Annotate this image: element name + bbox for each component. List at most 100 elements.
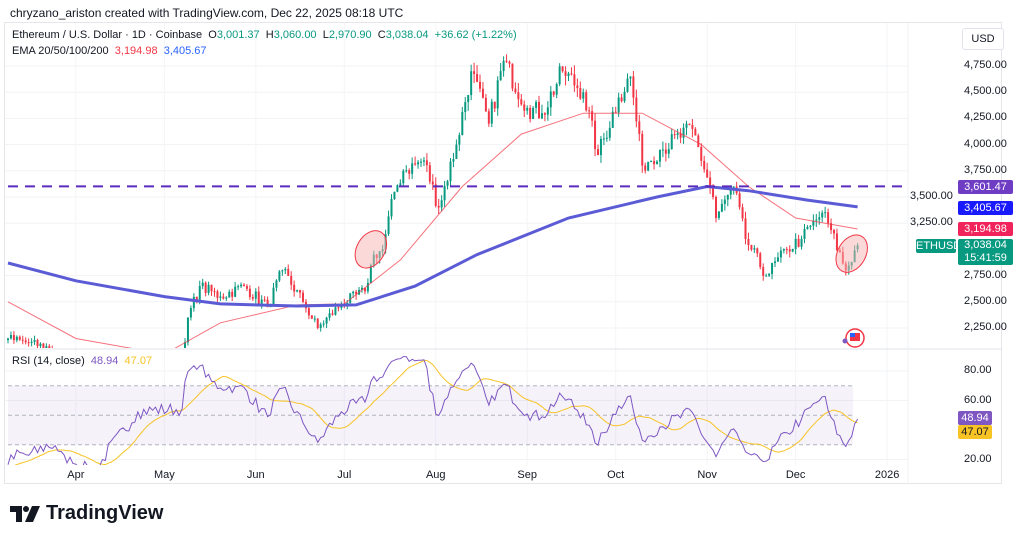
candle-body <box>582 92 585 99</box>
candle-body <box>287 268 290 276</box>
candle-body <box>408 170 411 174</box>
candle-body <box>143 379 145 384</box>
candle-body <box>428 165 431 182</box>
candle-body <box>160 374 162 380</box>
candle-body <box>411 163 414 174</box>
candle-body <box>473 71 476 75</box>
candle-body <box>322 323 325 325</box>
candle-body <box>620 97 623 102</box>
time-tick: May <box>153 469 175 481</box>
candle-body <box>797 238 800 247</box>
candle-body <box>484 97 487 112</box>
candle-body <box>785 249 788 251</box>
candle-body <box>302 292 304 302</box>
candle-body <box>443 185 446 201</box>
candle-body <box>540 113 543 119</box>
price-tick: 4,250.00 <box>964 111 1007 124</box>
candle-body <box>812 220 815 226</box>
candle-body <box>543 113 546 115</box>
candle-body <box>36 340 39 347</box>
candle-body <box>33 340 36 342</box>
candle-body <box>791 248 794 252</box>
candle-body <box>638 121 641 134</box>
candle-body <box>257 291 260 304</box>
candle-body <box>431 181 434 185</box>
candle-body <box>818 217 821 220</box>
candle-body <box>420 161 422 163</box>
candle-body <box>809 225 812 227</box>
candle-body <box>529 107 532 120</box>
candle-body <box>260 299 263 304</box>
candle-body <box>676 133 679 136</box>
candle-body <box>48 346 51 348</box>
candle-body <box>434 184 437 206</box>
candle-body <box>576 85 579 89</box>
candle-body <box>617 97 620 113</box>
candle-body <box>207 284 210 293</box>
candle-body <box>237 286 240 288</box>
candle-body <box>296 290 299 292</box>
candle-body <box>440 200 443 208</box>
candle-body <box>172 373 174 379</box>
rsi-legend[interactable]: RSI (14, close) 48.94 47.07 <box>12 355 152 367</box>
candle-body <box>549 91 552 108</box>
candle-body <box>393 191 396 199</box>
ema-fast-value: 3,194.98 <box>114 45 158 57</box>
candle-body <box>765 275 768 277</box>
open-label: O <box>208 29 217 41</box>
candle-body <box>245 286 248 289</box>
candle-body <box>602 138 605 140</box>
candle-body <box>632 76 635 98</box>
candle-body <box>520 99 523 105</box>
candle-body <box>278 271 281 281</box>
candle-body <box>526 107 529 111</box>
time-tick: Sep <box>517 469 537 481</box>
candle-body <box>293 284 296 292</box>
ema-legend[interactable]: EMA 20/50/100/200 3,194.98 3,405.67 <box>12 45 207 57</box>
candle-body <box>626 78 629 92</box>
symbol-title[interactable]: Ethereum / U.S. Dollar · 1D · Coinbase <box>12 29 203 41</box>
candle-body <box>222 296 225 299</box>
candle-body <box>564 71 567 76</box>
candle-body <box>824 212 827 214</box>
candle-body <box>225 297 228 299</box>
candle-body <box>835 233 838 251</box>
candle-body <box>181 375 183 380</box>
candle-body <box>546 107 549 115</box>
flag-icon[interactable] <box>842 328 865 348</box>
candle-body <box>673 134 676 136</box>
candle-body <box>21 339 24 341</box>
candle-body <box>12 335 15 341</box>
candle-body <box>57 349 59 354</box>
candle-body <box>266 299 269 308</box>
tradingview-logo[interactable]: TradingView <box>10 502 163 525</box>
candle-body <box>310 315 313 319</box>
candle-body <box>729 187 732 195</box>
rsi-value: 48.94 <box>90 355 119 367</box>
rsi-tick: 20.00 <box>964 452 992 465</box>
price-tick: 4,000.00 <box>964 137 1007 150</box>
candle-body <box>611 111 614 128</box>
candle-body <box>455 144 458 159</box>
rsi-band <box>8 385 853 446</box>
candle-body <box>15 336 18 341</box>
candle-body <box>452 158 455 162</box>
time-tick: 2026 <box>874 469 900 481</box>
candle-body <box>449 161 452 182</box>
candle-body <box>490 101 493 124</box>
candle-body <box>685 123 688 128</box>
candle-body <box>726 194 729 200</box>
rsi-tag: 48.94 <box>958 411 992 425</box>
candle-body <box>821 212 824 218</box>
candle-body <box>470 71 473 96</box>
candle-body <box>523 104 526 111</box>
time-tick: Oct <box>607 469 625 481</box>
high-label: H <box>265 29 274 41</box>
ohlc-legend: Ethereum / U.S. Dollar · 1D · Coinbase O… <box>12 29 517 41</box>
candle-body <box>149 377 151 382</box>
candle-body <box>732 186 735 188</box>
candle-body <box>399 183 402 186</box>
currency-button[interactable]: USD <box>962 28 1004 50</box>
